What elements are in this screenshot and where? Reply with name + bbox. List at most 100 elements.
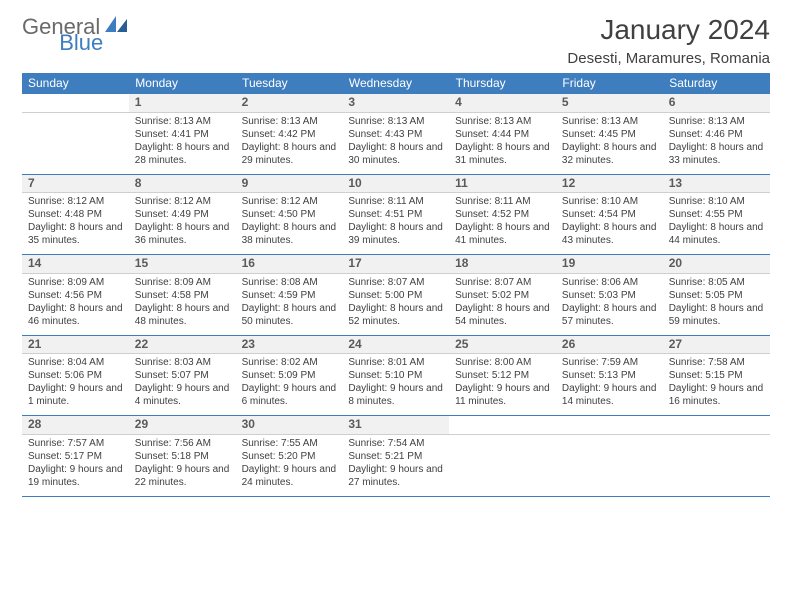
sunrise-text: Sunrise: 8:03 AM [135, 356, 230, 369]
day-content-row: Sunrise: 8:04 AMSunset: 5:06 PMDaylight:… [22, 354, 770, 416]
day-content-cell [449, 434, 556, 496]
day-content-cell [556, 434, 663, 496]
day-number-cell: 3 [342, 94, 449, 113]
daylight-text: Daylight: 8 hours and 29 minutes. [242, 141, 337, 167]
day-content-cell: Sunrise: 7:54 AMSunset: 5:21 PMDaylight:… [342, 434, 449, 496]
sunrise-text: Sunrise: 8:06 AM [562, 276, 657, 289]
sunset-text: Sunset: 5:13 PM [562, 369, 657, 382]
day-number-row: 14151617181920 [22, 255, 770, 274]
page-header: General Blue January 2024 Desesti, Maram… [22, 14, 770, 67]
sunset-text: Sunset: 5:02 PM [455, 289, 550, 302]
daylight-text: Daylight: 8 hours and 48 minutes. [135, 302, 230, 328]
daylight-text: Daylight: 8 hours and 50 minutes. [242, 302, 337, 328]
sunrise-text: Sunrise: 8:05 AM [669, 276, 764, 289]
daylight-text: Daylight: 9 hours and 19 minutes. [28, 463, 123, 489]
daylight-text: Daylight: 8 hours and 44 minutes. [669, 221, 764, 247]
day-content-cell: Sunrise: 8:13 AMSunset: 4:46 PMDaylight:… [663, 112, 770, 174]
sunrise-text: Sunrise: 8:13 AM [242, 115, 337, 128]
sunrise-text: Sunrise: 7:57 AM [28, 437, 123, 450]
day-content-cell: Sunrise: 8:11 AMSunset: 4:51 PMDaylight:… [342, 193, 449, 255]
sunrise-text: Sunrise: 8:01 AM [348, 356, 443, 369]
day-content-cell: Sunrise: 8:10 AMSunset: 4:54 PMDaylight:… [556, 193, 663, 255]
day-number-cell: 10 [342, 174, 449, 193]
day-number-cell: 20 [663, 255, 770, 274]
day-content-cell: Sunrise: 8:13 AMSunset: 4:43 PMDaylight:… [342, 112, 449, 174]
day-number-cell: 11 [449, 174, 556, 193]
sunrise-text: Sunrise: 7:55 AM [242, 437, 337, 450]
day-content-cell: Sunrise: 8:03 AMSunset: 5:07 PMDaylight:… [129, 354, 236, 416]
day-content-cell: Sunrise: 8:10 AMSunset: 4:55 PMDaylight:… [663, 193, 770, 255]
day-content-row: Sunrise: 7:57 AMSunset: 5:17 PMDaylight:… [22, 434, 770, 496]
daylight-text: Daylight: 9 hours and 1 minute. [28, 382, 123, 408]
day-content-cell: Sunrise: 8:12 AMSunset: 4:50 PMDaylight:… [236, 193, 343, 255]
sunset-text: Sunset: 4:49 PM [135, 208, 230, 221]
day-content-cell: Sunrise: 7:59 AMSunset: 5:13 PMDaylight:… [556, 354, 663, 416]
location-subtitle: Desesti, Maramures, Romania [567, 50, 770, 67]
day-content-cell: Sunrise: 8:13 AMSunset: 4:41 PMDaylight:… [129, 112, 236, 174]
logo-text-blue: Blue [59, 30, 103, 55]
sunset-text: Sunset: 4:43 PM [348, 128, 443, 141]
sunset-text: Sunset: 4:54 PM [562, 208, 657, 221]
sunset-text: Sunset: 5:17 PM [28, 450, 123, 463]
sunset-text: Sunset: 5:10 PM [348, 369, 443, 382]
sunset-text: Sunset: 4:51 PM [348, 208, 443, 221]
sunset-text: Sunset: 5:18 PM [135, 450, 230, 463]
daylight-text: Daylight: 8 hours and 31 minutes. [455, 141, 550, 167]
day-content-cell: Sunrise: 8:05 AMSunset: 5:05 PMDaylight:… [663, 273, 770, 335]
day-content-cell: Sunrise: 8:04 AMSunset: 5:06 PMDaylight:… [22, 354, 129, 416]
daylight-text: Daylight: 9 hours and 14 minutes. [562, 382, 657, 408]
day-content-cell: Sunrise: 7:57 AMSunset: 5:17 PMDaylight:… [22, 434, 129, 496]
sunrise-text: Sunrise: 8:13 AM [669, 115, 764, 128]
sunrise-text: Sunrise: 8:13 AM [562, 115, 657, 128]
sunset-text: Sunset: 4:46 PM [669, 128, 764, 141]
day-content-cell: Sunrise: 8:12 AMSunset: 4:48 PMDaylight:… [22, 193, 129, 255]
title-block: January 2024 Desesti, Maramures, Romania [567, 14, 770, 67]
sunrise-text: Sunrise: 8:13 AM [135, 115, 230, 128]
daylight-text: Daylight: 8 hours and 33 minutes. [669, 141, 764, 167]
daylight-text: Daylight: 9 hours and 27 minutes. [348, 463, 443, 489]
sunrise-text: Sunrise: 7:56 AM [135, 437, 230, 450]
sunrise-text: Sunrise: 8:10 AM [669, 195, 764, 208]
day-content-cell: Sunrise: 8:12 AMSunset: 4:49 PMDaylight:… [129, 193, 236, 255]
sunrise-text: Sunrise: 7:59 AM [562, 356, 657, 369]
day-number-cell: 13 [663, 174, 770, 193]
day-number-cell: 29 [129, 416, 236, 435]
daylight-text: Daylight: 9 hours and 6 minutes. [242, 382, 337, 408]
daylight-text: Daylight: 8 hours and 36 minutes. [135, 221, 230, 247]
day-number-cell [449, 416, 556, 435]
sunset-text: Sunset: 4:58 PM [135, 289, 230, 302]
day-content-row: Sunrise: 8:12 AMSunset: 4:48 PMDaylight:… [22, 193, 770, 255]
sunrise-text: Sunrise: 8:07 AM [455, 276, 550, 289]
day-number-row: 78910111213 [22, 174, 770, 193]
day-number-cell: 25 [449, 335, 556, 354]
daylight-text: Daylight: 8 hours and 52 minutes. [348, 302, 443, 328]
day-content-cell: Sunrise: 7:55 AMSunset: 5:20 PMDaylight:… [236, 434, 343, 496]
daylight-text: Daylight: 9 hours and 8 minutes. [348, 382, 443, 408]
day-content-cell: Sunrise: 8:11 AMSunset: 4:52 PMDaylight:… [449, 193, 556, 255]
daylight-text: Daylight: 8 hours and 54 minutes. [455, 302, 550, 328]
weekday-header: Monday [129, 73, 236, 94]
day-number-cell: 26 [556, 335, 663, 354]
day-number-cell [556, 416, 663, 435]
day-content-cell: Sunrise: 8:02 AMSunset: 5:09 PMDaylight:… [236, 354, 343, 416]
sunset-text: Sunset: 5:03 PM [562, 289, 657, 302]
day-number-cell: 23 [236, 335, 343, 354]
sunset-text: Sunset: 5:09 PM [242, 369, 337, 382]
calendar-table: Sunday Monday Tuesday Wednesday Thursday… [22, 73, 770, 497]
day-number-cell: 12 [556, 174, 663, 193]
day-content-cell: Sunrise: 8:13 AMSunset: 4:44 PMDaylight:… [449, 112, 556, 174]
day-number-cell: 19 [556, 255, 663, 274]
sunset-text: Sunset: 4:44 PM [455, 128, 550, 141]
sunset-text: Sunset: 5:15 PM [669, 369, 764, 382]
daylight-text: Daylight: 8 hours and 35 minutes. [28, 221, 123, 247]
daylight-text: Daylight: 8 hours and 38 minutes. [242, 221, 337, 247]
day-number-cell: 17 [342, 255, 449, 274]
day-number-cell: 1 [129, 94, 236, 113]
day-content-cell: Sunrise: 8:09 AMSunset: 4:58 PMDaylight:… [129, 273, 236, 335]
day-number-cell: 15 [129, 255, 236, 274]
sunset-text: Sunset: 5:00 PM [348, 289, 443, 302]
day-number-cell: 18 [449, 255, 556, 274]
daylight-text: Daylight: 8 hours and 39 minutes. [348, 221, 443, 247]
sunrise-text: Sunrise: 8:12 AM [135, 195, 230, 208]
day-number-cell: 31 [342, 416, 449, 435]
